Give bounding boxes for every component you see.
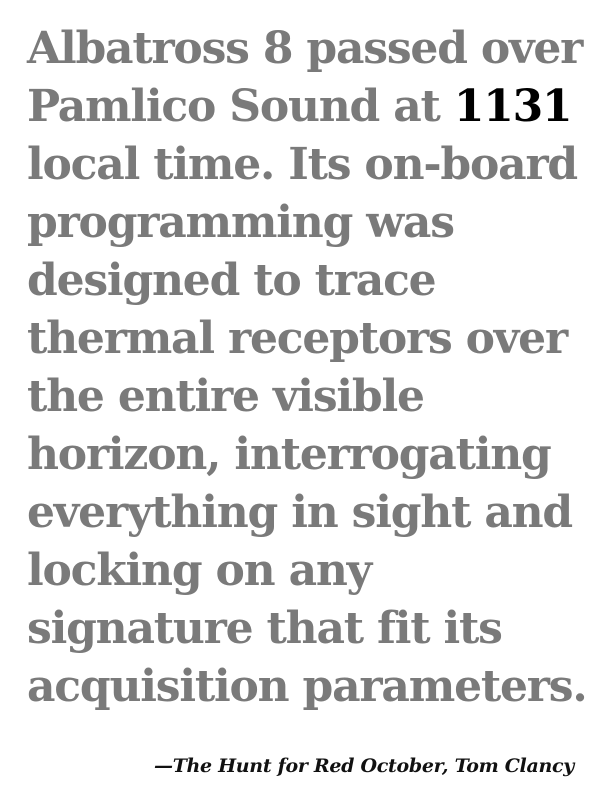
highlighted-time: 1131 — [453, 81, 573, 132]
quote-text: Albatross 8 passed over Pamlico Sound at… — [27, 20, 588, 716]
quote-line: horizon, interrogating — [27, 429, 552, 480]
attribution-dash: — — [153, 755, 173, 777]
quote-line: local time. Its on-board — [27, 139, 578, 190]
quote-line-text: Pamlico Sound at — [27, 81, 454, 132]
quote-line: acquisition parameters. — [27, 661, 588, 712]
quote-line: the entire visible — [27, 371, 425, 422]
attribution-source: The Hunt for Red October, Tom Clancy — [172, 755, 575, 777]
quote-line: everything in sight and — [27, 487, 573, 538]
quote-line: programming was — [27, 197, 455, 248]
quote-line: thermal receptors over — [27, 313, 568, 364]
quote-line: locking on any — [27, 545, 372, 596]
quote-line: Albatross 8 passed over — [27, 23, 583, 74]
attribution: —The Hunt for Red October, Tom Clancy — [154, 753, 574, 779]
quote-line: Pamlico Sound at 1131 — [27, 78, 587, 136]
quote-line: designed to trace — [27, 255, 437, 306]
quote-line: signature that fit its — [27, 603, 503, 654]
